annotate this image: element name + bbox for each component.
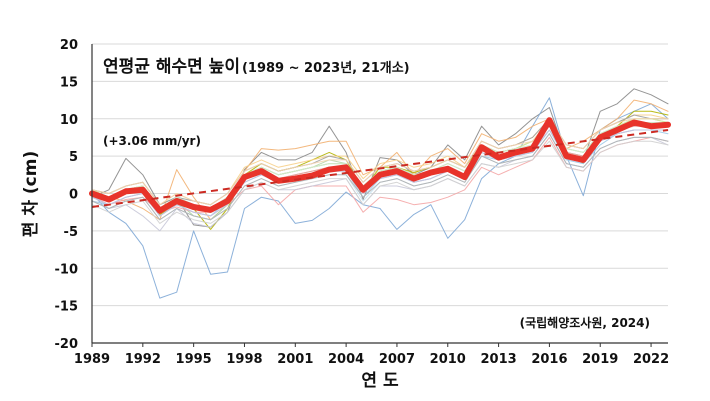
y-tick-label: 5	[69, 150, 78, 165]
y-tick-label: -20	[55, 337, 79, 352]
y-axis-title: 편 차 (cm)	[21, 151, 41, 237]
grid-lines	[92, 43, 668, 307]
y-tick-label: 0	[69, 188, 78, 203]
y-tick-label: -15	[55, 300, 79, 315]
x-tick-label: 1995	[176, 352, 212, 367]
trend-annotation: (+3.06 mm/yr)	[103, 134, 201, 148]
y-tick-label: 15	[60, 75, 78, 90]
y-tick-label: -5	[64, 225, 78, 240]
axes	[91, 44, 668, 347]
chart-subtitle: (1989 ~ 2023년, 21개소)	[242, 61, 410, 76]
x-tick-label: 2022	[633, 352, 669, 367]
x-tick-label: 2016	[531, 352, 567, 367]
y-tick-label: 20	[60, 38, 78, 53]
station-series	[89, 88, 671, 299]
source-annotation: (국립해양조사원, 2024)	[520, 315, 650, 330]
x-tick-label: 1992	[125, 352, 161, 367]
x-tick-label: 2010	[430, 352, 466, 367]
x-tick-label: 2001	[277, 352, 313, 367]
x-tick-label: 1989	[74, 352, 110, 367]
y-tick-label: -10	[55, 262, 79, 277]
station-line	[91, 140, 669, 224]
station-line	[91, 97, 669, 299]
station-line	[91, 133, 669, 221]
x-tick-label: 2013	[480, 352, 516, 367]
chart-title: 연평균 해수면 높이 (1989 ~ 2023년, 21개소)	[103, 57, 410, 77]
x-tick-label: 2007	[379, 352, 415, 367]
x-tick-label: 1998	[226, 352, 262, 367]
mean-series-line	[89, 117, 671, 214]
y-tick-label: 10	[60, 113, 78, 128]
trend-line	[91, 128, 669, 208]
x-tick-label: 2004	[328, 352, 364, 367]
x-tick-label: 2019	[582, 352, 618, 367]
station-line	[91, 118, 669, 206]
x-axis-title: 연 도	[361, 371, 399, 391]
